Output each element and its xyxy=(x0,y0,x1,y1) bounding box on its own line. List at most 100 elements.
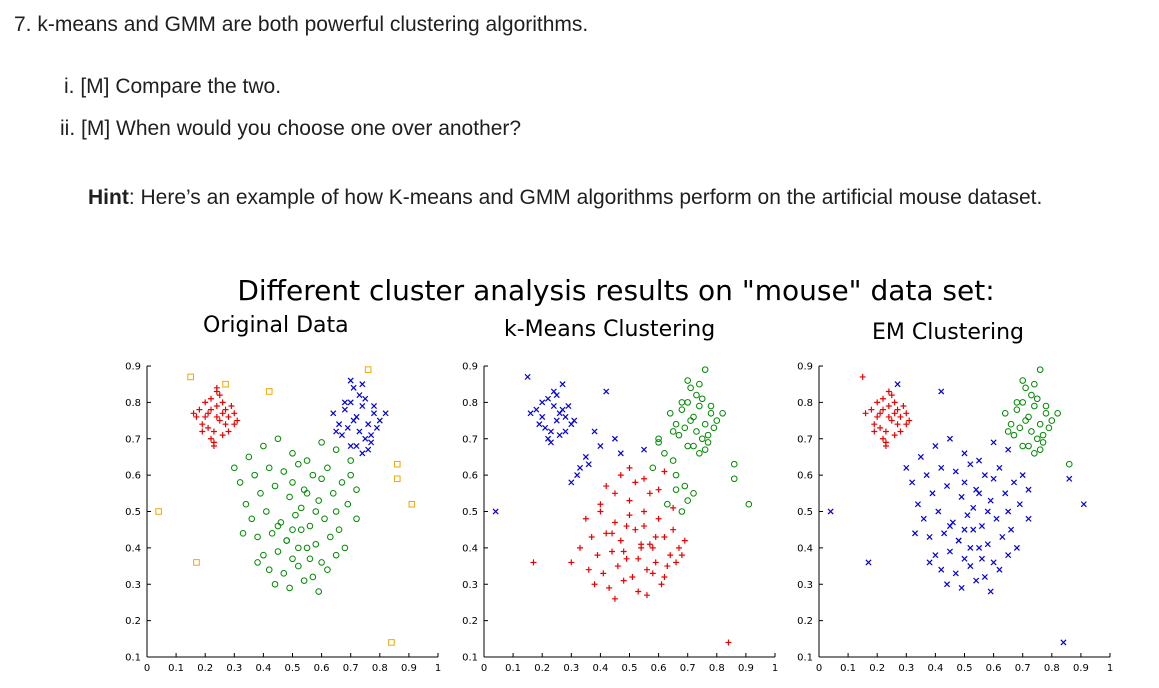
y-tick-label: 0.8 xyxy=(125,398,141,409)
data-point-plus xyxy=(900,403,907,410)
data-point-plus xyxy=(210,428,217,435)
data-point-cross xyxy=(984,541,991,548)
data-point-cross xyxy=(973,577,980,584)
data-point-cross xyxy=(926,533,933,540)
data-point-square xyxy=(155,508,162,515)
data-point-cross xyxy=(961,450,968,457)
data-point-cross xyxy=(373,424,380,431)
data-point-cross xyxy=(1013,544,1020,551)
data-point-circle xyxy=(1019,442,1026,450)
data-point-circle xyxy=(295,544,302,552)
scatter-plot-em: 0.10.20.30.40.50.60.70.80.90 0.1 0.2 0.3 0.4… xyxy=(797,362,1113,675)
data-point-plus xyxy=(655,486,662,493)
data-point-cross xyxy=(967,563,974,570)
data-point-circle xyxy=(1013,406,1021,413)
data-point-cross xyxy=(603,388,610,395)
y-tick-label: 0.7 xyxy=(125,434,141,445)
data-point-cross xyxy=(958,493,965,500)
data-point-plus xyxy=(882,428,889,435)
data-point-plus xyxy=(670,504,677,511)
x-tick-label: 0.2 xyxy=(197,663,213,674)
data-point-circle xyxy=(704,431,712,439)
data-point-circle xyxy=(690,413,697,421)
data-point-circle xyxy=(1065,460,1073,468)
data-point-square xyxy=(393,460,401,468)
y-tick-label: 0.9 xyxy=(797,362,813,373)
data-point-plus xyxy=(897,428,904,435)
x-tick-label: 0.8 xyxy=(1044,663,1060,674)
y-tick-label: 0.1 xyxy=(462,653,478,664)
data-point-circle xyxy=(274,548,282,555)
data-point-circle xyxy=(332,446,340,453)
data-point-circle xyxy=(254,559,261,566)
data-point-plus xyxy=(897,413,904,420)
data-point-plus xyxy=(877,410,884,417)
data-point-cross xyxy=(999,533,1006,540)
data-point-cross xyxy=(944,581,951,588)
data-point-plus xyxy=(205,424,212,431)
data-point-circle xyxy=(707,409,715,417)
x-tick-label: 0.7 xyxy=(343,663,359,674)
data-point-circle xyxy=(265,566,273,573)
data-point-plus xyxy=(643,592,650,599)
hint-label: Hint xyxy=(88,186,129,209)
data-point-cross xyxy=(1005,508,1012,515)
y-tick-label: 0.1 xyxy=(125,653,141,664)
data-point-cross xyxy=(1025,515,1032,522)
data-point-circle xyxy=(684,399,691,406)
data-point-circle xyxy=(672,471,680,479)
data-point-plus xyxy=(585,566,592,573)
data-point-cross xyxy=(1002,490,1009,497)
data-point-plus xyxy=(228,403,235,410)
data-point-circle xyxy=(324,464,331,472)
data-point-cross xyxy=(562,413,569,420)
data-point-cross xyxy=(353,443,360,450)
x-tick-label: 0.4 xyxy=(592,663,608,674)
data-point-circle xyxy=(678,399,686,406)
data-point-circle xyxy=(1054,409,1061,417)
y-tick-label: 0.1 xyxy=(797,653,813,664)
data-point-cross xyxy=(556,432,563,439)
data-point-plus xyxy=(891,399,898,406)
data-point-cross xyxy=(952,468,959,475)
data-point-circle xyxy=(289,450,296,457)
data-point-cross xyxy=(990,559,997,566)
data-point-circle xyxy=(318,439,325,446)
data-point-plus xyxy=(664,563,671,570)
data-point-circle xyxy=(1019,399,1026,406)
data-point-cross xyxy=(946,435,953,442)
data-point-circle xyxy=(1004,428,1012,435)
x-tick-label: 0 xyxy=(481,663,487,674)
data-point-cross xyxy=(559,381,566,388)
x-tick-label: 0.4 xyxy=(927,663,943,674)
data-point-cross xyxy=(544,395,552,402)
data-point-plus xyxy=(652,559,659,566)
data-point-circle xyxy=(649,464,657,472)
data-point-plus xyxy=(614,563,621,570)
data-point-cross xyxy=(362,435,369,442)
subquestion-i: i. [M] Compare the two. xyxy=(64,75,282,98)
data-point-circle xyxy=(309,471,317,479)
data-point-cross xyxy=(347,443,354,450)
data-point-cross xyxy=(946,523,953,530)
data-point-plus xyxy=(652,533,659,540)
data-point-cross xyxy=(961,479,968,486)
data-point-circle xyxy=(341,544,349,552)
data-point-cross xyxy=(967,544,974,551)
data-point-circle xyxy=(669,428,677,435)
data-point-circle xyxy=(231,464,238,472)
data-point-circle xyxy=(303,457,311,464)
data-point-plus xyxy=(629,573,636,580)
x-tick-label: 0.2 xyxy=(869,663,885,674)
data-point-cross xyxy=(955,537,962,544)
y-tick-label: 0.2 xyxy=(797,616,813,627)
data-point-cross xyxy=(946,548,953,555)
y-tick-label: 0.3 xyxy=(462,580,478,591)
data-point-cross xyxy=(1025,486,1032,493)
data-point-plus xyxy=(871,421,878,428)
data-point-plus xyxy=(597,508,604,515)
x-tick-label: 0.6 xyxy=(314,663,330,674)
x-tick-label: 0.3 xyxy=(898,663,914,674)
data-point-plus xyxy=(871,428,878,435)
data-point-plus xyxy=(219,399,226,406)
